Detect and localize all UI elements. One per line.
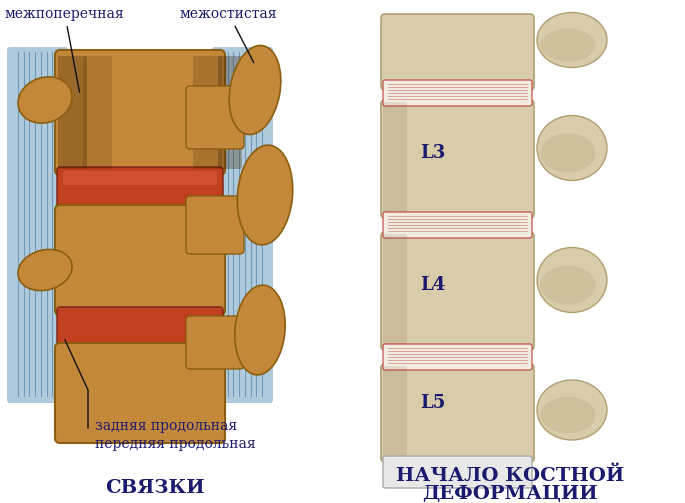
- FancyBboxPatch shape: [383, 80, 532, 106]
- Ellipse shape: [18, 249, 72, 291]
- Text: СВЯЗКИ: СВЯЗКИ: [105, 479, 205, 497]
- Text: НАЧАЛО КОСТНОЙ: НАЧАЛО КОСТНОЙ: [396, 467, 624, 485]
- FancyBboxPatch shape: [57, 167, 223, 213]
- Text: межостистая: межостистая: [180, 7, 277, 62]
- FancyBboxPatch shape: [83, 56, 112, 169]
- Ellipse shape: [540, 397, 595, 433]
- Ellipse shape: [18, 77, 72, 123]
- Text: L4: L4: [420, 276, 445, 294]
- FancyBboxPatch shape: [383, 366, 407, 460]
- FancyBboxPatch shape: [383, 234, 407, 348]
- FancyBboxPatch shape: [193, 56, 222, 169]
- FancyBboxPatch shape: [381, 100, 534, 218]
- Ellipse shape: [537, 116, 607, 181]
- FancyBboxPatch shape: [186, 316, 244, 369]
- FancyBboxPatch shape: [57, 307, 223, 351]
- FancyBboxPatch shape: [58, 56, 87, 169]
- FancyBboxPatch shape: [7, 47, 68, 403]
- FancyBboxPatch shape: [186, 196, 244, 254]
- FancyBboxPatch shape: [381, 14, 534, 90]
- FancyBboxPatch shape: [212, 47, 273, 403]
- Ellipse shape: [540, 266, 595, 304]
- FancyBboxPatch shape: [381, 232, 534, 350]
- Text: L5: L5: [420, 394, 445, 412]
- FancyBboxPatch shape: [383, 212, 532, 238]
- FancyBboxPatch shape: [383, 456, 532, 488]
- Ellipse shape: [537, 13, 607, 67]
- FancyBboxPatch shape: [55, 343, 225, 443]
- FancyBboxPatch shape: [383, 102, 407, 216]
- Text: задняя продольная: задняя продольная: [95, 419, 237, 433]
- Ellipse shape: [235, 285, 285, 375]
- Text: межпоперечная: межпоперечная: [5, 7, 125, 92]
- FancyBboxPatch shape: [63, 171, 217, 185]
- FancyBboxPatch shape: [381, 364, 534, 462]
- Ellipse shape: [537, 247, 607, 312]
- FancyBboxPatch shape: [218, 56, 242, 169]
- FancyBboxPatch shape: [55, 50, 225, 175]
- Ellipse shape: [540, 29, 595, 61]
- Ellipse shape: [229, 45, 281, 134]
- Text: ДЕФОРМАЦИИ: ДЕФОРМАЦИИ: [422, 485, 598, 503]
- FancyBboxPatch shape: [383, 344, 532, 370]
- Ellipse shape: [237, 145, 292, 245]
- FancyBboxPatch shape: [55, 205, 225, 315]
- FancyBboxPatch shape: [186, 86, 244, 149]
- Text: L3: L3: [420, 144, 445, 162]
- Ellipse shape: [540, 133, 595, 173]
- Ellipse shape: [537, 380, 607, 440]
- Text: передняя продольная: передняя продольная: [95, 437, 256, 451]
